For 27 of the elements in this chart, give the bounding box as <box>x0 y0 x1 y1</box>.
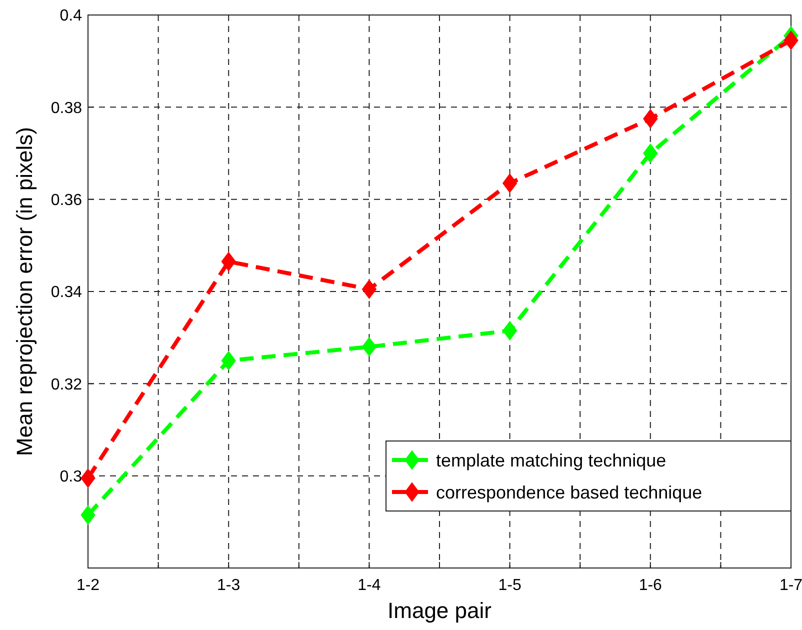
point <box>502 321 518 340</box>
x-tick-label: 1-5 <box>498 577 522 594</box>
point <box>643 109 658 128</box>
y-tick-label: 0.38 <box>50 100 82 117</box>
y-tick-label: 0.32 <box>50 376 82 394</box>
y-tick-label: 0.4 <box>60 8 82 25</box>
x-tick-label: 1-7 <box>779 577 802 594</box>
point <box>362 337 376 356</box>
point <box>221 252 236 272</box>
y-axis-title: Mean reprojection error (in pixels) <box>12 127 37 456</box>
point <box>502 174 518 193</box>
point <box>80 506 96 525</box>
x-axis-title: Image pair <box>388 598 492 623</box>
y-tick-label: 0.36 <box>50 192 82 209</box>
point <box>221 351 236 370</box>
x-tick-label: 1-2 <box>76 577 100 594</box>
point <box>362 280 376 299</box>
x-tick-label: 1-4 <box>358 577 381 594</box>
x-tick-label: 1-6 <box>638 577 662 594</box>
point <box>80 468 96 488</box>
y-tick-label: 0.3 <box>60 468 82 486</box>
point <box>643 144 658 163</box>
x-tick-label: 1-3 <box>217 577 240 594</box>
legend-label: correspondence based technique <box>436 482 702 502</box>
point <box>784 30 798 50</box>
y-tick-label: 0.34 <box>50 284 82 302</box>
legend-label: template matching technique <box>436 450 666 470</box>
